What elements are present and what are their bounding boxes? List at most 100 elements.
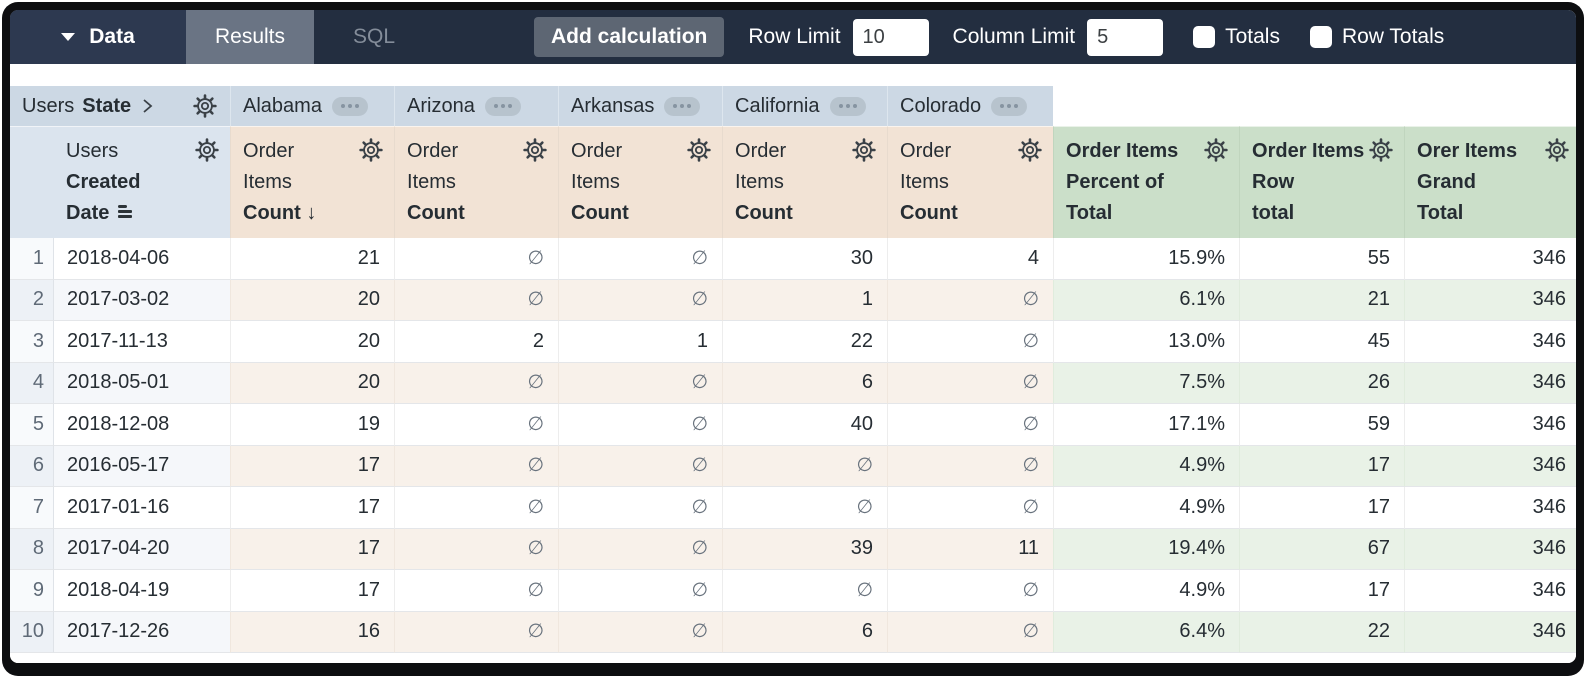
cell-measure[interactable]: 6 bbox=[722, 612, 887, 654]
cell-measure[interactable]: 17 bbox=[230, 446, 394, 488]
cell-row-total[interactable]: 67 bbox=[1239, 529, 1404, 571]
measure-header-arizona[interactable]: Order Items Count bbox=[394, 126, 558, 238]
cell-date[interactable]: 2016-05-17 bbox=[54, 446, 230, 488]
measure-header-colorado[interactable]: Order Items Count bbox=[887, 126, 1053, 238]
cell-grand-total[interactable]: 346 bbox=[1404, 529, 1576, 571]
cell-measure[interactable]: ∅ bbox=[887, 487, 1053, 529]
cell-measure[interactable]: ∅ bbox=[722, 570, 887, 612]
cell-measure[interactable]: ∅ bbox=[887, 612, 1053, 654]
cell-date[interactable]: 2018-12-08 bbox=[54, 404, 230, 446]
cell-measure[interactable]: ∅ bbox=[558, 529, 722, 571]
pivot-menu-icon[interactable] bbox=[485, 97, 521, 116]
cell-date[interactable]: 2017-04-20 bbox=[54, 529, 230, 571]
cell-measure[interactable]: ∅ bbox=[722, 487, 887, 529]
cell-percent-of-total[interactable]: 13.0% bbox=[1053, 321, 1239, 363]
totals-checkbox[interactable] bbox=[1193, 26, 1215, 48]
measure-header-alabama[interactable]: Order Items Count ↓ bbox=[230, 126, 394, 238]
gear-icon[interactable] bbox=[522, 137, 548, 163]
cell-measure[interactable]: ∅ bbox=[558, 612, 722, 654]
cell-measure[interactable]: ∅ bbox=[394, 570, 558, 612]
cell-measure[interactable]: ∅ bbox=[558, 238, 722, 280]
cell-row-number[interactable]: 10 bbox=[10, 612, 54, 654]
cell-measure[interactable]: 20 bbox=[230, 280, 394, 322]
gear-icon[interactable] bbox=[851, 137, 877, 163]
pivot-value-header[interactable]: California bbox=[722, 86, 887, 126]
cell-percent-of-total[interactable]: 6.1% bbox=[1053, 280, 1239, 322]
cell-date[interactable]: 2017-01-16 bbox=[54, 487, 230, 529]
cell-grand-total[interactable]: 346 bbox=[1404, 570, 1576, 612]
cell-row-number[interactable]: 2 bbox=[10, 280, 54, 322]
cell-measure[interactable]: 40 bbox=[722, 404, 887, 446]
cell-row-number[interactable]: 4 bbox=[10, 363, 54, 405]
cell-date[interactable]: 2017-03-02 bbox=[54, 280, 230, 322]
cell-measure[interactable]: ∅ bbox=[394, 529, 558, 571]
cell-percent-of-total[interactable]: 4.9% bbox=[1053, 487, 1239, 529]
cell-row-number[interactable]: 7 bbox=[10, 487, 54, 529]
calc-header-row-total[interactable]: Order Items Row total bbox=[1239, 126, 1404, 238]
cell-measure[interactable]: ∅ bbox=[558, 363, 722, 405]
calc-header-grand-total[interactable]: Orer Items Grand Total bbox=[1404, 126, 1576, 238]
cell-measure[interactable]: ∅ bbox=[887, 363, 1053, 405]
cell-percent-of-total[interactable]: 4.9% bbox=[1053, 570, 1239, 612]
cell-measure[interactable]: ∅ bbox=[394, 404, 558, 446]
cell-percent-of-total[interactable]: 15.9% bbox=[1053, 238, 1239, 280]
cell-measure[interactable]: 21 bbox=[230, 238, 394, 280]
pivot-field-header[interactable]: Users State bbox=[10, 86, 230, 126]
pivot-value-header[interactable]: Alabama bbox=[230, 86, 394, 126]
row-totals-checkbox[interactable] bbox=[1310, 26, 1332, 48]
cell-row-number[interactable]: 6 bbox=[10, 446, 54, 488]
measure-header-california[interactable]: Order Items Count bbox=[722, 126, 887, 238]
cell-date[interactable]: 2018-04-06 bbox=[54, 238, 230, 280]
cell-percent-of-total[interactable]: 4.9% bbox=[1053, 446, 1239, 488]
cell-measure[interactable]: 17 bbox=[230, 487, 394, 529]
cell-date[interactable]: 2018-04-19 bbox=[54, 570, 230, 612]
cell-measure[interactable]: ∅ bbox=[394, 238, 558, 280]
cell-row-total[interactable]: 17 bbox=[1239, 487, 1404, 529]
cell-percent-of-total[interactable]: 7.5% bbox=[1053, 363, 1239, 405]
cell-row-total[interactable]: 26 bbox=[1239, 363, 1404, 405]
pivot-value-header[interactable]: Colorado bbox=[887, 86, 1053, 126]
cell-measure[interactable]: ∅ bbox=[558, 570, 722, 612]
gear-icon[interactable] bbox=[358, 137, 384, 163]
cell-measure[interactable]: 4 bbox=[887, 238, 1053, 280]
cell-date[interactable]: 2017-11-13 bbox=[54, 321, 230, 363]
pivot-menu-icon[interactable] bbox=[664, 97, 700, 116]
cell-measure[interactable]: 2 bbox=[394, 321, 558, 363]
cell-row-total[interactable]: 17 bbox=[1239, 570, 1404, 612]
cell-grand-total[interactable]: 346 bbox=[1404, 280, 1576, 322]
cell-measure[interactable]: 16 bbox=[230, 612, 394, 654]
data-section-toggle[interactable]: Data bbox=[10, 10, 186, 64]
cell-grand-total[interactable]: 346 bbox=[1404, 487, 1576, 529]
cell-measure[interactable]: ∅ bbox=[394, 487, 558, 529]
cell-row-total[interactable]: 21 bbox=[1239, 280, 1404, 322]
cell-measure[interactable]: ∅ bbox=[887, 321, 1053, 363]
gear-icon[interactable] bbox=[686, 137, 712, 163]
cell-row-number[interactable]: 9 bbox=[10, 570, 54, 612]
cell-row-number[interactable]: 1 bbox=[10, 238, 54, 280]
cell-measure[interactable]: 20 bbox=[230, 363, 394, 405]
cell-measure[interactable]: ∅ bbox=[394, 363, 558, 405]
tab-results[interactable]: Results bbox=[186, 10, 314, 64]
cell-measure[interactable]: ∅ bbox=[558, 404, 722, 446]
cell-measure[interactable]: 17 bbox=[230, 570, 394, 612]
cell-measure[interactable]: ∅ bbox=[558, 487, 722, 529]
cell-row-number[interactable]: 3 bbox=[10, 321, 54, 363]
cell-percent-of-total[interactable]: 17.1% bbox=[1053, 404, 1239, 446]
pivot-value-header[interactable]: Arizona bbox=[394, 86, 558, 126]
cell-row-total[interactable]: 45 bbox=[1239, 321, 1404, 363]
cell-row-total[interactable]: 17 bbox=[1239, 446, 1404, 488]
cell-measure[interactable]: 17 bbox=[230, 529, 394, 571]
cell-measure[interactable]: 11 bbox=[887, 529, 1053, 571]
cell-measure[interactable]: 20 bbox=[230, 321, 394, 363]
cell-measure[interactable]: ∅ bbox=[887, 446, 1053, 488]
cell-measure[interactable]: ∅ bbox=[394, 280, 558, 322]
cell-grand-total[interactable]: 346 bbox=[1404, 612, 1576, 654]
cell-measure[interactable]: 19 bbox=[230, 404, 394, 446]
gear-icon[interactable] bbox=[192, 93, 218, 119]
pivot-menu-icon[interactable] bbox=[991, 97, 1027, 116]
gear-icon[interactable] bbox=[1203, 137, 1229, 163]
cell-grand-total[interactable]: 346 bbox=[1404, 321, 1576, 363]
cell-measure[interactable]: ∅ bbox=[722, 446, 887, 488]
cell-measure[interactable]: ∅ bbox=[394, 612, 558, 654]
cell-measure[interactable]: 6 bbox=[722, 363, 887, 405]
